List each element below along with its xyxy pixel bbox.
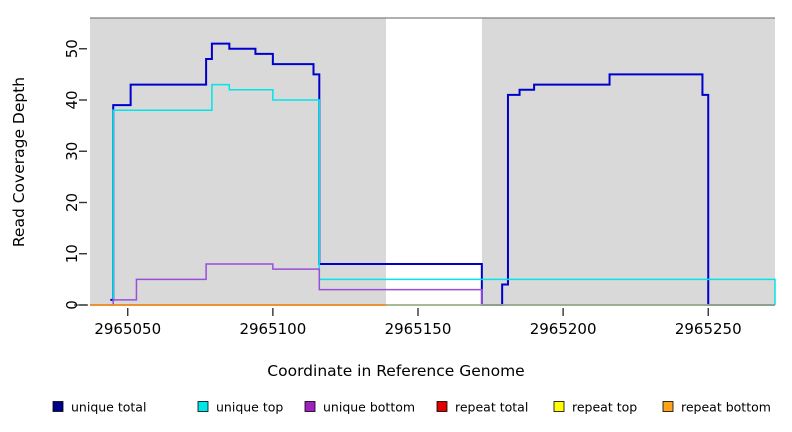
legend-swatch bbox=[553, 401, 565, 412]
series-layer bbox=[90, 42, 776, 306]
x-tick-label: 2965200 bbox=[530, 320, 597, 338]
legend-label: unique total bbox=[71, 400, 146, 415]
x-axis-title: Coordinate in Reference Genome bbox=[267, 362, 524, 380]
legend-swatch bbox=[662, 401, 674, 412]
y-tick-label: 50 bbox=[63, 39, 81, 58]
y-tick-label: 30 bbox=[63, 142, 81, 161]
y-tick-label: 40 bbox=[63, 90, 81, 109]
chart-legend: unique total unique top unique bottom repea… bbox=[52, 400, 771, 415]
legend-label: unique bottom bbox=[323, 400, 415, 415]
legend-swatch bbox=[52, 401, 64, 412]
x-tick-label: 2965250 bbox=[675, 320, 742, 338]
plot-bg-right bbox=[481, 18, 775, 305]
plot-bg-gap bbox=[386, 18, 482, 305]
x-axis: 2965050 2965100 2965150 2965200 2965250 bbox=[74, 304, 742, 338]
y-tick-label: 20 bbox=[63, 193, 81, 212]
x-tick-label: 2965150 bbox=[385, 320, 452, 338]
legend-swatch bbox=[197, 401, 209, 412]
series-line-unique-total bbox=[110, 42, 775, 306]
x-tick-label: 2965050 bbox=[94, 320, 161, 338]
legend-label: unique top bbox=[216, 400, 283, 415]
plot-background-region bbox=[90, 18, 775, 305]
x-tick-label: 2965100 bbox=[239, 320, 306, 338]
legend-label: repeat bottom bbox=[681, 400, 771, 415]
y-axis: 0 10 20 30 40 50 bbox=[63, 39, 87, 310]
series-line-unique-bottom bbox=[110, 263, 775, 306]
legend-swatch bbox=[436, 401, 448, 412]
legend-label: repeat total bbox=[455, 400, 528, 415]
y-tick-label: 10 bbox=[63, 244, 81, 263]
plot-bg-left bbox=[90, 18, 387, 305]
y-axis-title: Read Coverage Depth bbox=[10, 77, 28, 247]
legend-label: repeat top bbox=[572, 400, 637, 415]
series-line-unique-top bbox=[110, 83, 776, 306]
y-tick-label: 0 bbox=[63, 300, 81, 310]
legend-swatch bbox=[304, 401, 316, 412]
